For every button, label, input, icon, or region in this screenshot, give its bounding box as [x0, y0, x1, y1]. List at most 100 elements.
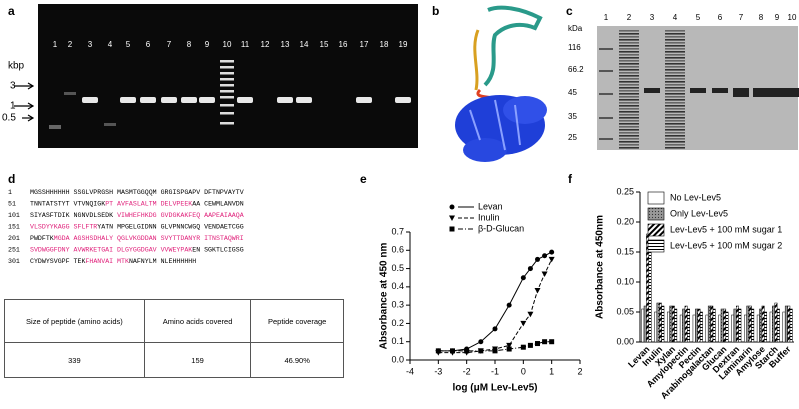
lysate-band — [619, 48, 639, 50]
legend-label: Lev-Lev5 + 100 mM sugar 1 — [670, 224, 782, 234]
lane-label: 3 — [88, 40, 93, 49]
bar — [787, 305, 791, 343]
sequence-line: MGSSHHHHHH SSGLVPRGSH MASMTGGQQM GRGISPG… — [30, 189, 244, 196]
bar — [744, 314, 747, 343]
sequence-segment: SIYASFTDIK NGNVDLSEDK — [30, 212, 117, 219]
lysate-band — [619, 42, 639, 44]
y-tick-label: 0.1 — [391, 336, 404, 346]
sequence-line: VLSDYYKAGG SFLFTRYATN MPGELGIDNN GLVPNNC… — [30, 223, 244, 230]
gel-a — [38, 4, 418, 148]
protein-band — [644, 88, 660, 93]
lysate-band — [665, 90, 685, 92]
bar — [782, 311, 786, 343]
lane-label: 10 — [223, 40, 232, 49]
lysate-band — [665, 120, 685, 122]
gel-marker: 25 — [568, 133, 577, 142]
bar — [723, 308, 727, 343]
bar — [759, 308, 763, 343]
bar — [671, 305, 675, 343]
panel-label: a — [8, 4, 15, 18]
bar — [746, 305, 750, 343]
lane-label: 17 — [360, 40, 369, 49]
legend-label: Inulin — [478, 212, 500, 222]
lysate-band — [619, 114, 639, 116]
lysate-band — [665, 141, 685, 143]
bar — [695, 308, 698, 343]
lane-label: 8 — [759, 13, 764, 22]
sequence-index: 251 — [8, 246, 20, 253]
data-point — [549, 249, 555, 255]
data-point — [542, 253, 548, 259]
protein-band — [733, 88, 749, 97]
legend-swatch — [647, 207, 665, 221]
sequence-line: CYDWYSVGPF TEKFHANVAI MTKNAFNYLM NLEHHHH… — [30, 258, 196, 265]
lane-label: 1 — [604, 13, 609, 22]
lysate-band — [619, 129, 639, 131]
bar — [659, 302, 662, 343]
lysate-band — [619, 132, 639, 134]
lysate-band — [619, 51, 639, 53]
legend-swatch — [647, 223, 665, 237]
legend-swatch — [647, 191, 665, 205]
gel-band — [104, 123, 116, 126]
bar — [641, 308, 645, 343]
gel-band — [181, 97, 197, 103]
bar — [789, 308, 793, 343]
x-tick-label: 0 — [521, 366, 526, 376]
lysate-band — [665, 96, 685, 98]
lysate-band — [619, 45, 639, 47]
lysate-band — [619, 57, 639, 59]
lane-label: 15 — [320, 40, 329, 49]
sequence-segment: SVDWGGFDNY AVWRKETGAI DLGYGGDGAV VVWEYPA… — [30, 246, 192, 253]
data-point — [478, 348, 484, 354]
sequence-index: 301 — [8, 258, 20, 265]
table-header: Amino acids covered — [143, 299, 252, 343]
gel-band — [49, 125, 61, 129]
bar — [661, 305, 665, 343]
bar — [761, 305, 765, 343]
lysate-band — [619, 105, 639, 107]
bar — [751, 308, 755, 343]
lysate-band — [619, 102, 639, 104]
bar — [712, 308, 716, 343]
bar — [654, 311, 658, 343]
y-tick-label: 0.20 — [616, 216, 634, 226]
data-point — [506, 342, 513, 349]
lane-label: 4 — [108, 40, 113, 49]
lysate-band — [619, 111, 639, 113]
lysate-band — [619, 144, 639, 146]
data-point — [492, 348, 498, 354]
y-tick-label: 0.5 — [391, 263, 404, 273]
bar — [684, 305, 688, 343]
gel-band — [277, 97, 293, 103]
x-tick-label: -3 — [434, 366, 442, 376]
ladder-band — [220, 78, 234, 81]
lane-label: 5 — [126, 40, 131, 49]
sequence-segment: MGSSHHHHHH SSGLVPRGSH MASMTGGQQM GRGISPG… — [30, 189, 244, 196]
gel-band — [82, 97, 98, 103]
lysate-band — [665, 30, 685, 32]
lysate-band — [665, 42, 685, 44]
lysate-band — [665, 75, 685, 77]
ladder-band — [220, 60, 234, 63]
panel-label: c — [566, 4, 573, 18]
protein-structure — [455, 5, 547, 162]
lane-label: 7 — [739, 13, 744, 22]
protein-band — [690, 88, 706, 93]
lysate-band — [619, 72, 639, 74]
lysate-band — [665, 81, 685, 83]
bar — [731, 314, 735, 343]
legend-swatch — [647, 239, 665, 253]
marker-band — [599, 138, 613, 140]
lane-label: 16 — [339, 40, 348, 49]
lysate-band — [619, 138, 639, 140]
lane-label: 1 — [53, 40, 58, 49]
sequence-segment: AA CEWMLANVDN — [192, 200, 243, 207]
y-tick-label: 0.2 — [391, 318, 404, 328]
lane-label: 6 — [718, 13, 723, 22]
x-axis-label: log (μM Lev-Lev5) — [452, 383, 537, 394]
protein-band — [712, 88, 728, 93]
gel-marker: 1 — [10, 101, 16, 112]
lane-label: 13 — [281, 40, 290, 49]
